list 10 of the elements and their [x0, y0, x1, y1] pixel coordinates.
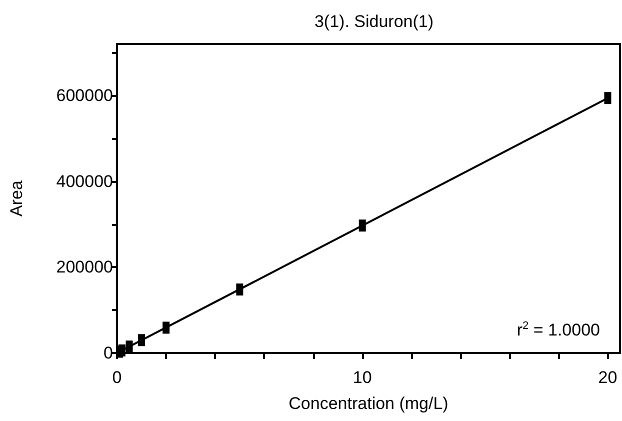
x-axis-title: Concentration (mg/L): [288, 394, 448, 413]
y-axis-title: Area: [7, 180, 26, 216]
x-tick-label: 20: [598, 368, 618, 387]
y-tick-label: 400000: [56, 172, 113, 191]
y-tick-label: 200000: [56, 258, 113, 277]
annotation: r$^{2}$ = 1.0000: [516, 320, 600, 341]
x-tick-label: 10: [352, 368, 372, 387]
chart-title: 3(1). Siduron(1): [314, 12, 434, 31]
y-tick-label: 0: [104, 344, 113, 362]
y-tick-label: 600000: [56, 86, 113, 105]
